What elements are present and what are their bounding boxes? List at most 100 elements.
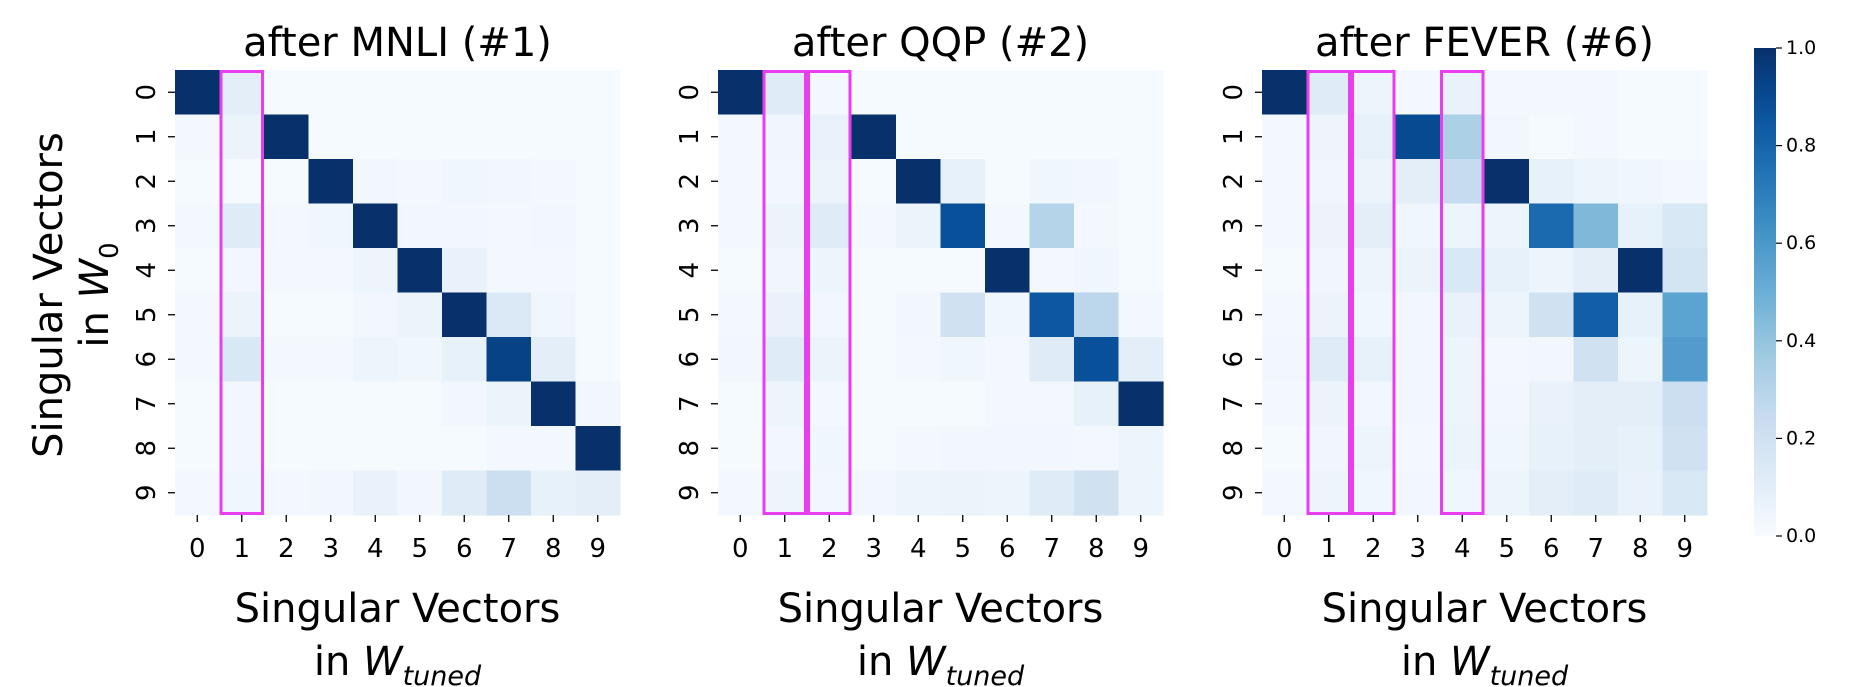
heatmap-cell (985, 470, 1031, 516)
heatmap-cell (1529, 292, 1575, 338)
heatmap-cell (175, 470, 221, 516)
colorbar-tick-label: 0.4 (1786, 330, 1816, 352)
y-tick-label: 1 (675, 128, 705, 145)
heatmap-cell (575, 159, 621, 205)
heatmap-cell (397, 337, 443, 383)
heatmap-cell (175, 203, 221, 249)
heatmap-cell (219, 203, 265, 249)
heatmap-cell (762, 203, 808, 249)
heatmap-cell (1351, 159, 1397, 205)
heatmap-cell (1118, 114, 1164, 160)
x-tick-label: 1 (1320, 534, 1337, 564)
heatmap-cell (1395, 248, 1441, 294)
heatmap-cell (807, 114, 853, 160)
highlight-box (762, 70, 807, 515)
heatmap-cell (1440, 114, 1486, 160)
heatmap-cell (219, 381, 265, 427)
heatmap-cell (442, 248, 488, 294)
heatmap-cell (851, 159, 897, 205)
heatmap-cell (1484, 159, 1530, 205)
heatmap-cell (940, 470, 986, 516)
x-axis-label: Singular Vectors (235, 586, 561, 632)
heatmap-cell (718, 381, 764, 427)
y-tick-label: 7 (132, 395, 162, 412)
heatmap-cell (442, 470, 488, 516)
heatmap-cell (531, 159, 577, 205)
heatmap-cell (1662, 70, 1708, 116)
heatmap-cell (1484, 70, 1530, 116)
heatmap-cell (1484, 381, 1530, 427)
heatmap-cell (397, 292, 443, 338)
heatmap-cell (1029, 248, 1075, 294)
heatmap-cell (1074, 337, 1120, 383)
heatmap-cell (219, 292, 265, 338)
colorbar-tick-label: 0.6 (1786, 232, 1816, 254)
heatmap-cell (1484, 292, 1530, 338)
y-tick-label: 3 (675, 217, 705, 234)
heatmap-cell (575, 426, 621, 472)
highlight-box (1440, 70, 1485, 515)
x-tick-label: 5 (411, 534, 428, 564)
heatmap-cell (575, 381, 621, 427)
heatmap-cell (575, 248, 621, 294)
heatmap-cell (264, 292, 310, 338)
heatmap-cell (308, 381, 354, 427)
heatmap-cell (575, 114, 621, 160)
heatmap-cell (442, 292, 488, 338)
heatmap-cell (308, 114, 354, 160)
x-tick-label: 5 (1498, 534, 1515, 564)
y-tick-label: 2 (675, 173, 705, 190)
colorbar-gradient (1754, 48, 1776, 536)
heatmap-cell (264, 248, 310, 294)
x-tick-label: 1 (233, 534, 250, 564)
heatmap-cell (1529, 426, 1575, 472)
heatmap-cell (1573, 381, 1619, 427)
heatmap-cell (1484, 426, 1530, 472)
y-tick-label: 1 (1219, 128, 1249, 145)
heatmap-cell (397, 114, 443, 160)
heatmap-cell (940, 426, 986, 472)
x-tick-label: 0 (732, 534, 749, 564)
heatmap-cell (1618, 292, 1664, 338)
heatmap-cell (1074, 292, 1120, 338)
x-tick-label: 9 (589, 534, 606, 564)
heatmap-cell (175, 248, 221, 294)
heatmap-cell (762, 292, 808, 338)
heatmap-cell (1118, 248, 1164, 294)
heatmap-cell (264, 203, 310, 249)
heatmap-panels: after MNLI (#1)0 1 2 3 4 5 6 7 8 90123456789Singu… (132, 20, 1708, 687)
y-tick-label: 6 (675, 351, 705, 368)
highlight-box (1306, 70, 1351, 515)
heatmap-cell (1573, 159, 1619, 205)
heatmap-cell (1618, 248, 1664, 294)
heatmap-cell (353, 337, 399, 383)
heatmap-cell (762, 426, 808, 472)
heatmap-cell (219, 70, 265, 116)
heatmap-cell (219, 114, 265, 160)
y-tick-label: 0 (132, 84, 162, 101)
heatmap-cell (397, 381, 443, 427)
heatmap-cell (575, 203, 621, 249)
panel-title: after FEVER (#6) (1315, 20, 1654, 66)
heatmap-cell (353, 426, 399, 472)
heatmap-cell (940, 114, 986, 160)
heatmap-cell (1262, 203, 1308, 249)
heatmap-cell (896, 159, 942, 205)
heatmap-cell (1395, 159, 1441, 205)
heatmap-cell (1118, 426, 1164, 472)
heatmap-cell (718, 426, 764, 472)
heatmap-cell (442, 203, 488, 249)
heatmap-cell (1529, 159, 1575, 205)
heatmap-cell (1395, 114, 1441, 160)
heatmap-cell (718, 470, 764, 516)
x-axis-label-line2: in Wtuned (314, 639, 482, 687)
heatmap-cell (397, 203, 443, 249)
heatmap-cell (486, 70, 532, 116)
y-tick-label: 6 (1219, 351, 1249, 368)
heatmap-cell (264, 426, 310, 472)
heatmap-cell (442, 426, 488, 472)
heatmap-cell (486, 470, 532, 516)
heatmap-cell (1618, 114, 1664, 160)
heatmap-cell (1395, 381, 1441, 427)
